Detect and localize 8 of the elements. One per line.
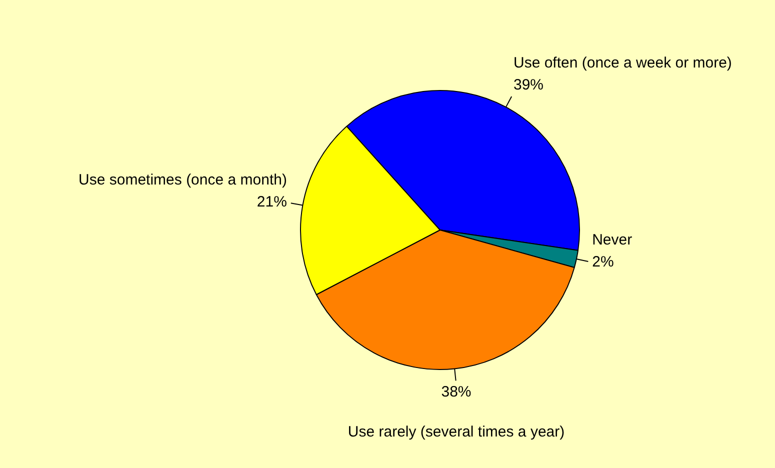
- data-label: 2%: [592, 253, 614, 270]
- data-label: 38%: [441, 383, 472, 400]
- slice-label: Use often (once a week or more): [513, 54, 732, 72]
- slice-label: Never: [592, 231, 632, 248]
- data-label: 39%: [513, 76, 544, 94]
- slice-label: Use sometimes (once a month): [78, 172, 287, 189]
- data-label: 21%: [256, 194, 287, 211]
- slice-label: Use rarely (several times a year): [348, 423, 565, 440]
